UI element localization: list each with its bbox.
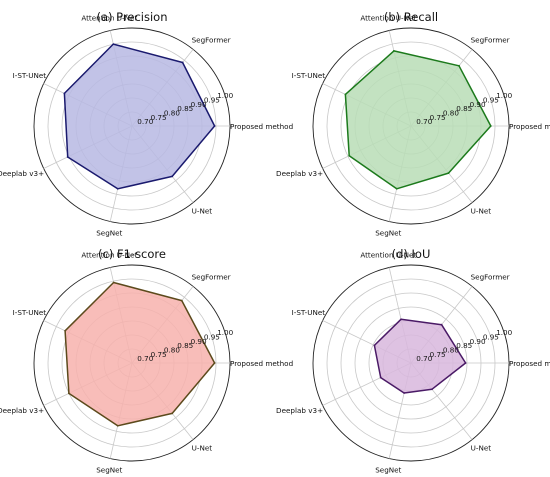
data-point [68,392,70,395]
category-label: Proposed method [509,122,550,131]
data-point [180,299,183,302]
radar-panel-2: (b) Recall 0.700.750.800.850.900.951.00 Pr… [276,10,550,238]
tick-label: 0.80 [443,346,459,355]
data-point [344,93,347,96]
tick-label: 0.90 [191,337,207,346]
data-point [66,156,69,158]
tick-label: 0.90 [191,100,207,109]
tick-label: 0.95 [204,333,220,342]
category-label: U-Net [471,207,492,216]
category-label: I-ST-UNet [292,71,326,80]
series-polygon [64,281,216,427]
category-label: SegFormer [192,35,231,44]
tick-label: 0.80 [164,109,180,118]
data-point [464,362,467,364]
data-point [63,92,66,95]
category-label: SegNet [96,465,122,474]
panel-title: (a) Precision [97,10,168,24]
data-point [213,362,216,364]
tick-label: 0.75 [430,113,446,122]
data-point [116,424,119,427]
category-label: SegFormer [471,35,510,44]
tick-label: 1.00 [496,91,512,100]
data-point [348,154,351,157]
category-label: I-ST-UNet [292,308,326,317]
category-label: SegFormer [192,272,231,281]
tick-label: 0.85 [456,341,472,350]
category-label: Proposed method [230,122,293,131]
category-label: I-ST-UNet [13,308,47,317]
radar-panel-4: (d) IoU 0.700.750.800.850.900.951.00 Propo… [276,247,550,475]
tick-label: 0.85 [456,104,472,113]
radar-panel-3: (c) F1-score 0.700.750.800.850.900.951.00… [0,247,293,475]
tick-label: 0.70 [416,354,432,363]
data-point [171,412,174,415]
category-label: SegFormer [471,272,510,281]
tick-label: 0.75 [151,113,167,122]
data-point [400,318,402,321]
data-point [64,329,67,332]
data-point [373,344,376,347]
tick-label: 0.95 [483,96,499,105]
data-point [458,64,460,67]
data-point [392,50,395,52]
data-point [112,43,115,46]
tick-label: 1.00 [217,328,233,337]
panel-title: (c) F1-score [98,247,166,261]
tick-label: 0.95 [483,333,499,342]
data-point [440,323,443,326]
tick-label: 0.75 [430,350,446,359]
data-point [431,388,433,391]
series-polygon [344,50,492,190]
tick-label: 0.70 [416,117,432,126]
data-point [403,392,406,394]
category-label: U-Net [192,207,213,216]
tick-label: 1.00 [496,328,512,337]
tick-label: 0.85 [177,341,193,350]
category-label: U-Net [192,444,213,453]
category-label: Deeplab v3+ [0,169,44,178]
tick-label: 0.75 [151,350,167,359]
category-label: Deeplab v3+ [276,169,323,178]
category-label: U-Net [471,444,492,453]
category-label: Deeplab v3+ [0,406,44,415]
category-label: SegNet [96,228,122,237]
tick-label: 0.70 [137,354,153,363]
tick-label: 0.90 [470,337,486,346]
category-label: Deeplab v3+ [276,406,323,415]
tick-label: 0.80 [164,346,180,355]
data-point [213,125,216,127]
category-label: Attention U-Net [81,251,137,260]
category-label: Proposed method [230,359,293,368]
tick-label: 0.90 [470,100,486,109]
radar-panel-1: (a) Precision 0.700.750.800.850.900.951.0… [0,10,293,238]
data-point [489,125,492,127]
tick-label: 1.00 [217,91,233,100]
tick-label: 0.95 [204,96,220,105]
category-label: Attention U-Net [81,14,137,23]
category-label: Proposed method [509,359,550,368]
panel-title: (d) IoU [392,247,431,261]
category-label: I-ST-UNet [13,71,47,80]
data-point [116,187,119,190]
category-label: Attention U-Net [360,14,416,23]
series-polygon [63,43,216,190]
data-point [447,172,450,174]
data-point [379,376,382,379]
panel-title: (b) Recall [384,10,438,24]
tick-label: 0.80 [443,109,459,118]
category-label: Attention U-Net [360,251,416,260]
tick-label: 0.85 [177,104,193,113]
data-point [112,281,115,284]
series-polygon [373,318,467,394]
tick-label: 0.70 [137,117,153,126]
category-label: SegNet [375,228,401,237]
category-label: SegNet [375,465,401,474]
data-point [171,175,174,178]
data-point [181,61,184,64]
data-point [395,187,398,190]
